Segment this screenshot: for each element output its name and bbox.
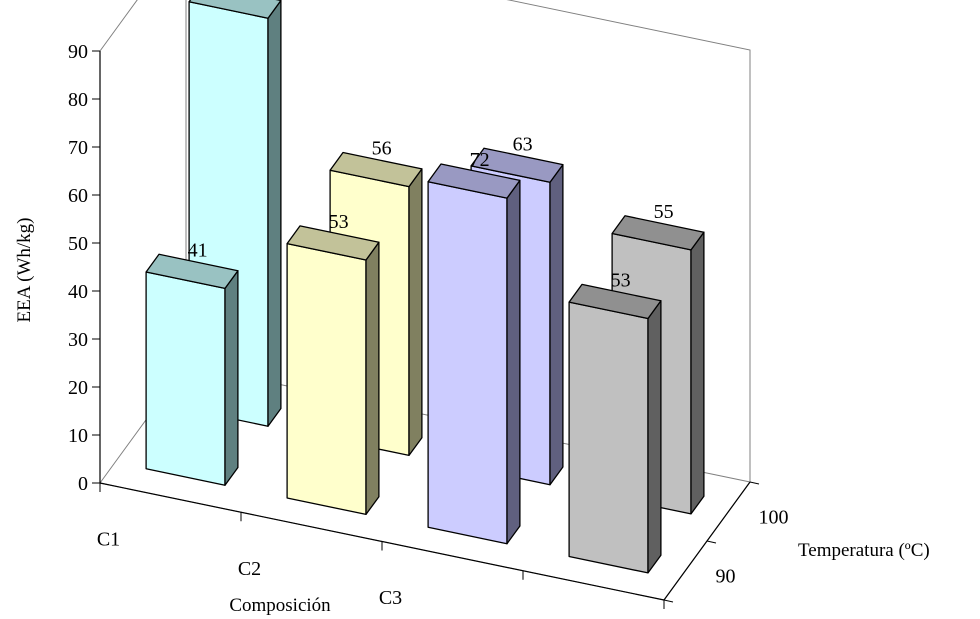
bar-C4-90 [568, 283, 662, 574]
y-tick-label: 50 [68, 233, 88, 255]
bar-top-face [427, 163, 521, 199]
bar-top-face [329, 151, 423, 188]
bar-side-face [365, 241, 380, 516]
bar-side-face [647, 300, 662, 574]
data-label: 53 [611, 270, 631, 292]
bar-side-face [267, 0, 282, 427]
bar-front-face [286, 242, 367, 516]
bar-C1-90 [145, 253, 239, 486]
data-label: 41 [188, 239, 208, 261]
bar-top-face [611, 215, 705, 251]
y-tick-label: 40 [68, 281, 88, 303]
y-tick-label: 0 [78, 473, 88, 495]
x-tick-label: C4 [520, 616, 543, 619]
chart-labels: 8556635541537253 [188, 133, 674, 292]
bar-front-face [145, 271, 226, 486]
bar-top-face [470, 147, 564, 183]
data-label: 63 [513, 133, 533, 155]
x-tick-label: C2 [238, 558, 261, 580]
bar-C3-90 [427, 163, 521, 545]
back-wall-outline [99, 0, 751, 482]
chart-axes: 0 10 20 30 40 50 60 70 80 90 C1 C2 C3 C4 90 100 [68, 41, 789, 619]
bar-top-face [286, 225, 380, 261]
bar-front-face [568, 301, 649, 574]
bar-top-face [145, 253, 239, 290]
data-label: 72 [470, 149, 490, 171]
x-axis-label: Composición [229, 595, 331, 616]
depth-tick-mark [706, 540, 717, 544]
y-tick-label: 60 [68, 185, 88, 207]
bar-C2-90 [286, 225, 380, 516]
y-tick-label: 80 [68, 89, 88, 111]
bar-side-face [549, 163, 564, 486]
bar-side-face [408, 168, 423, 457]
bar-side-face [224, 270, 239, 486]
depth-tick-mark [749, 481, 760, 485]
y-tick-label: 30 [68, 329, 88, 351]
depth-axis-label: Temperatura (ºC) [798, 540, 930, 561]
x-tick-label: C1 [97, 529, 120, 551]
data-label: 53 [329, 211, 349, 233]
depth-tick-label: 90 [716, 566, 736, 588]
bar-top-face [188, 0, 282, 19]
bar-front-face [427, 181, 508, 545]
y-tick-label: 10 [68, 425, 88, 447]
bar-top-face [568, 283, 662, 320]
y-tick-label: 90 [68, 41, 88, 63]
bar-side-face [690, 231, 705, 515]
bar-side-face [506, 179, 521, 545]
x-tick-label: C3 [379, 587, 402, 609]
y-axis-label: EEA (Wh/kg) [14, 217, 35, 322]
data-label: 55 [654, 201, 674, 223]
depth-tick-mark [663, 599, 674, 603]
y-tick-label: 70 [68, 137, 88, 159]
depth-tick-label: 100 [759, 507, 789, 529]
data-label: 56 [372, 138, 392, 160]
y-tick-label: 20 [68, 377, 88, 399]
chart-bars [145, 0, 705, 574]
